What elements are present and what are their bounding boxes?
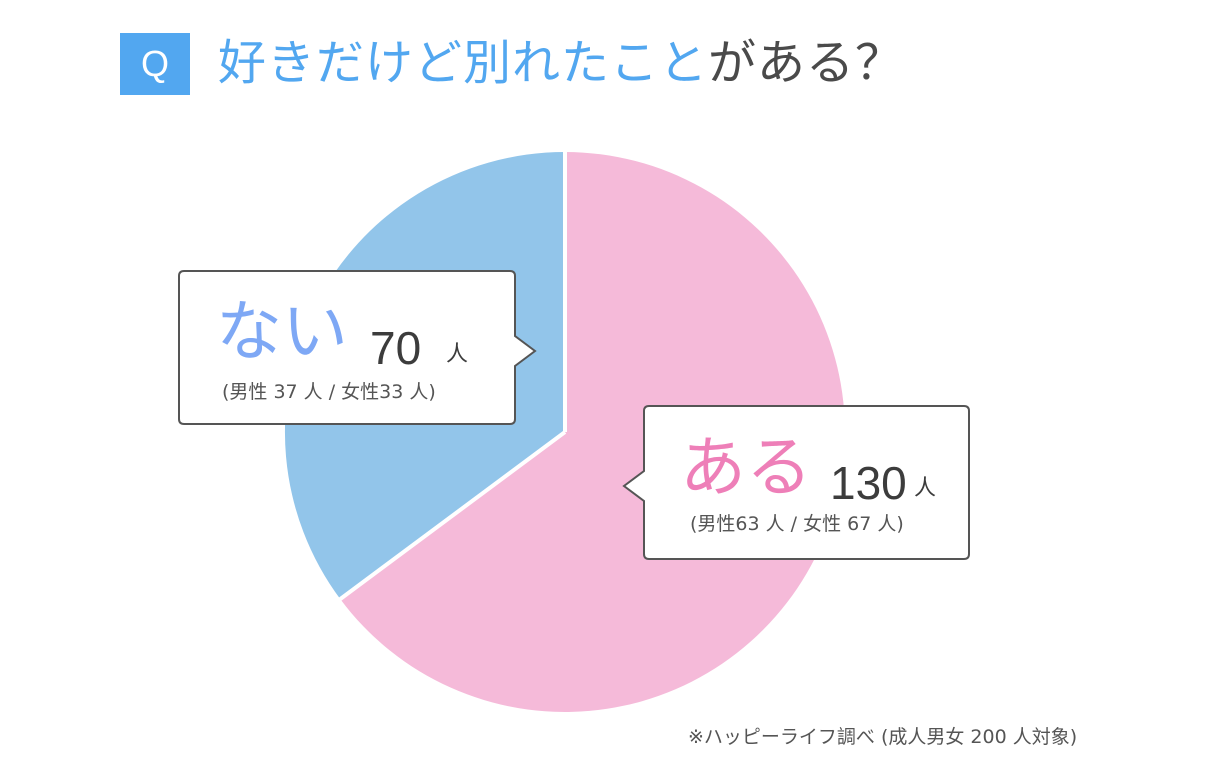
aru-unit: 人 (914, 476, 937, 501)
aru-count: 130 (830, 457, 907, 509)
nai-count: 70 (370, 322, 422, 374)
pie-slice-aru (340, 152, 845, 712)
question-badge: Q (120, 33, 190, 95)
callout-aru-box (622, 405, 970, 560)
title-rest: がある？ (708, 35, 905, 91)
nai-breakdown: (男性 37 人 / 女性33 人) (222, 381, 436, 403)
title-highlight: 好きだけど別れたこと (218, 35, 709, 91)
slice-divider-lower (337, 430, 567, 602)
aru-breakdown: (男性63 人 / 女性 67 人) (690, 513, 904, 535)
source-note: ※ハッピーライフ調べ (成人男女 200 人対象) (688, 726, 1078, 748)
aru-label: ある (680, 429, 812, 506)
callout-nai-box (178, 270, 537, 425)
nai-label: ない (216, 293, 348, 370)
page-title: 好きだけど別れたことがある？ (218, 28, 904, 98)
nai-unit: 人 (446, 342, 469, 367)
